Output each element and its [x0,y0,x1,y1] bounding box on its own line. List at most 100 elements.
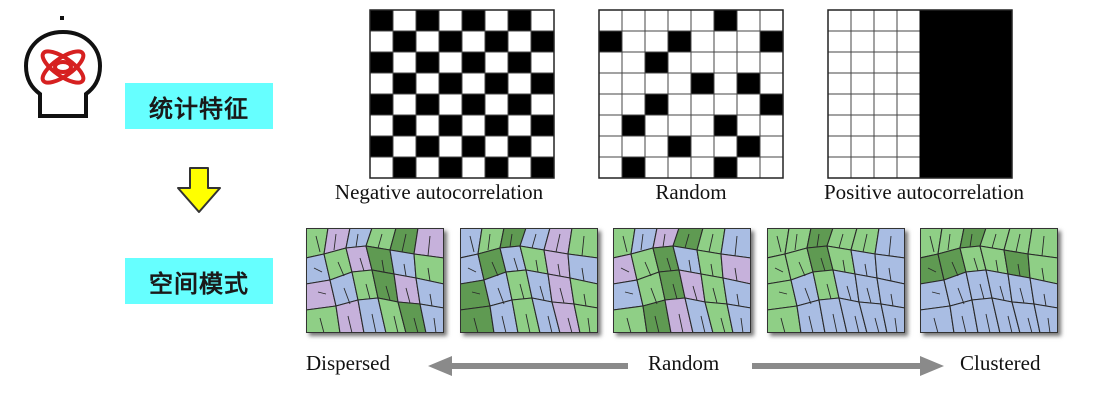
map-parcel-edge [804,287,812,305]
grid-cell-white [827,72,852,95]
map-parcel-edge [583,293,587,307]
grid-cell-black [507,9,532,32]
grid-cell-black [942,156,967,179]
grid-cell-white [850,30,875,53]
grid-cell-white [621,72,646,95]
map-parcel-edge [427,267,431,282]
grid-cell-white [850,156,875,179]
grid-cell-white [392,93,417,116]
grid-cell-white [621,135,646,158]
map-parcel [726,303,751,333]
axis-label-dispersed: Dispersed [306,351,390,375]
grid-cell-white [827,9,852,32]
map-parcel-edge [497,287,505,305]
grid-border [369,9,555,179]
grid-cell-white [598,93,623,116]
map-parcel-edge [535,259,539,273]
grid-cell-black [919,30,944,53]
map-parcel-edge [555,233,561,253]
grid-cell-white [530,135,555,158]
map-parcel-edge [710,263,714,277]
map-parcel-edge [559,287,565,304]
grid-cell-white [873,51,898,74]
map-parcel-edge [672,283,678,300]
grid-cell-white [690,51,715,74]
grid-cell-white [507,156,532,179]
grid-cell-white [873,135,898,158]
grid-cell-white [690,9,715,32]
grid-cell-white [644,156,669,179]
grid-cell-white [507,30,532,53]
map-frame [920,228,1058,333]
grid-cell-black [988,72,1013,95]
map-parcel-edge [985,313,991,333]
grid-cell-black [965,135,990,158]
grid-cell-white [896,114,921,137]
map-parcel-edge [734,267,738,282]
map-parcel-edge [854,315,860,333]
grid-cell-black [942,93,967,116]
map-parcel-edge [862,233,868,253]
map-parcel-edge [1041,267,1045,282]
grid-cell-white [369,114,394,137]
map-parcel [1011,301,1041,333]
grid-cell-black [392,156,417,179]
map-parcel [413,253,444,285]
grid-cell-black [988,9,1013,32]
map-parcel-edge [405,287,411,304]
map-parcel-edge [979,283,985,300]
map-parcel-edge [780,317,786,333]
grid-cell-white [827,114,852,137]
map-parcel-edge [874,317,880,333]
map-parcel-edge [933,317,939,333]
grid-cell-black [484,30,509,53]
map-parcel [920,305,955,333]
grid-cell-white [484,9,509,32]
grid-cell-black [942,51,967,74]
map-parcel-edge [581,267,585,282]
grid-cell-black [919,156,944,179]
map-parcel-edge [365,283,371,300]
grid-cell-white [736,30,761,53]
grid-cell-black [415,51,440,74]
grid-cell-white [896,9,921,32]
map-parcel-edge [567,317,573,333]
map-parcel [767,305,802,333]
map-parcel-edge [491,261,499,277]
grid-cell-black [438,156,463,179]
map-parcel-edge [957,287,965,305]
map-parcel [722,277,751,309]
grid-cell-white [598,9,623,32]
grid-cell-black [530,156,555,179]
grid-cell-white [392,51,417,74]
grid-cell-white [736,93,761,116]
grid-cell-white [759,114,784,137]
map-parcel-edge [519,283,525,300]
grid-cell-white [850,93,875,116]
grid-negative-autocorrelation [369,9,555,179]
map-parcel-edge [666,257,672,272]
map-parcel-edge [539,285,545,301]
map-parcel-edge [662,233,666,248]
grid-cell-white [690,30,715,53]
map-parcel-edge [688,259,692,273]
map-parcel-edge [347,315,353,333]
grid-cell-white [873,72,898,95]
grid-cell-black [530,114,555,137]
map-frame [613,228,751,333]
grid-cell-white [461,30,486,53]
grid-positive-autocorrelation [827,9,1013,179]
grid-cell-black [690,72,715,95]
grid-cell-white [827,156,852,179]
grid-cell-white [621,9,646,32]
grid-cell-black [988,156,1013,179]
map-parcel [567,253,598,285]
map-parcel [796,299,826,333]
map-parcel-edge [525,313,531,333]
grid-border [827,9,1013,179]
grid-cell-white [507,114,532,137]
map-parcel-edge [531,233,537,249]
map-parcel-edge [509,233,513,248]
grid-cell-white [713,72,738,95]
map-parcel [704,301,734,333]
